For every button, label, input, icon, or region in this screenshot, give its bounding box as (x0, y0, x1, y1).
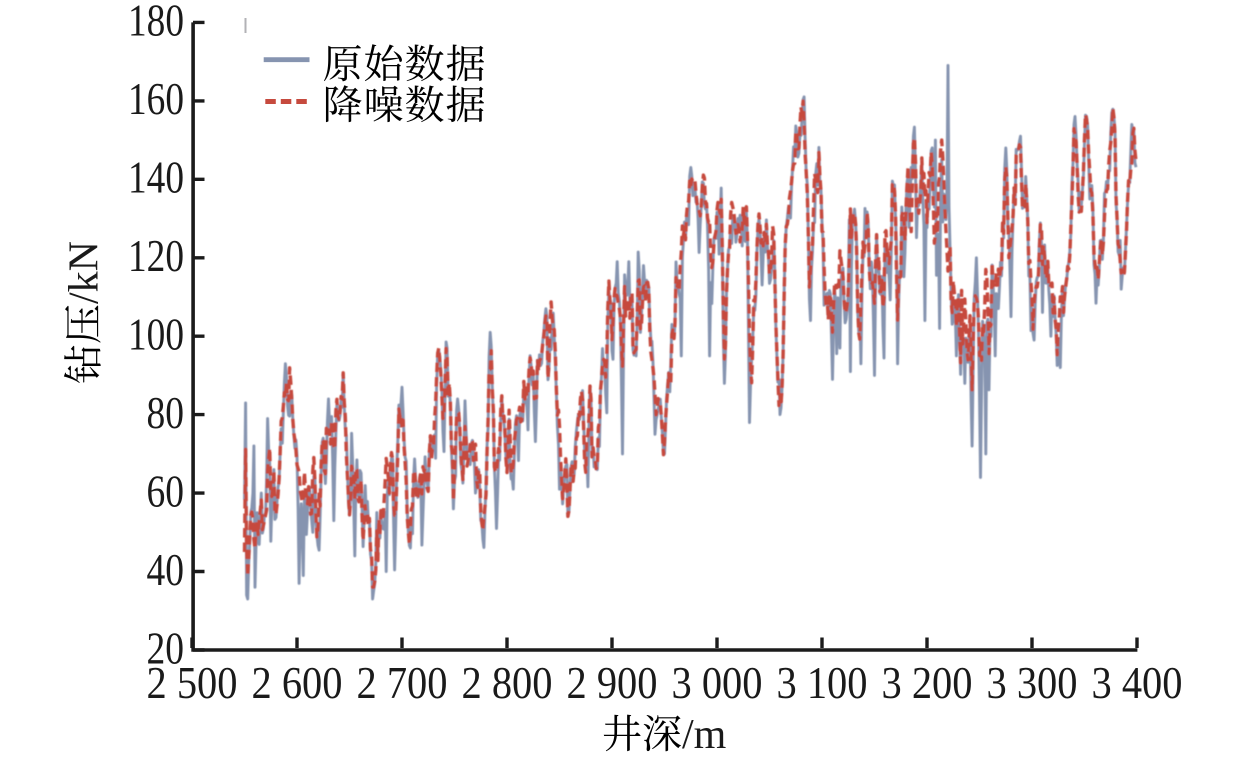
svg-text:40: 40 (147, 544, 185, 595)
svg-text:2 900: 2 900 (567, 657, 658, 708)
svg-text:180: 180 (128, 0, 184, 46)
svg-text:20: 20 (147, 622, 185, 673)
svg-text:100: 100 (128, 309, 184, 360)
svg-text:2 800: 2 800 (462, 657, 553, 708)
svg-text:120: 120 (128, 230, 184, 281)
svg-text:60: 60 (147, 465, 185, 516)
svg-text:3 000: 3 000 (672, 657, 763, 708)
svg-text:3 100: 3 100 (777, 657, 868, 708)
svg-text:140: 140 (128, 152, 184, 203)
svg-text:3 300: 3 300 (987, 657, 1078, 708)
svg-text:3 400: 3 400 (1092, 657, 1183, 708)
svg-text:/kN: /kN (62, 241, 108, 304)
svg-text:2 500: 2 500 (147, 657, 238, 708)
svg-text:/m: /m (682, 712, 727, 758)
svg-text:160: 160 (128, 73, 184, 124)
svg-text:2 600: 2 600 (252, 657, 343, 708)
svg-text:2 700: 2 700 (357, 657, 448, 708)
svg-text:3 200: 3 200 (882, 657, 973, 708)
svg-text:80: 80 (147, 387, 185, 438)
